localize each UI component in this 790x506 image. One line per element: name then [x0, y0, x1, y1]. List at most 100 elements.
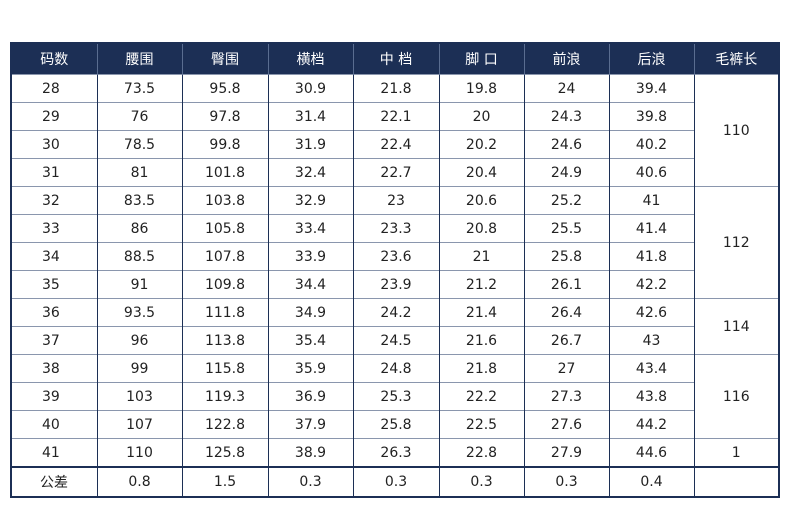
waist-cell: 93.5 — [96, 298, 182, 327]
hip-cell: 115.8 — [181, 354, 268, 383]
knee-cell: 22.7 — [352, 158, 439, 187]
hip-cell: 125.8 — [181, 438, 268, 467]
table-row: 29 76 97.8 31.4 22.1 20 24.3 39.8 — [11, 102, 779, 131]
table-header-row: 码数 腰围 臀围 横档 中 档 脚 口 前浪 后浪 毛裤长 — [11, 43, 779, 75]
size-cell: 35 — [11, 270, 97, 299]
length-cell: 110 — [693, 74, 779, 187]
front-rise-cell: 25.5 — [523, 214, 609, 243]
leg-opening-cell: 20.2 — [438, 130, 524, 159]
header-front-rise: 前浪 — [523, 43, 609, 75]
waist-cell: 91 — [96, 270, 182, 299]
size-table: 码数 腰围 臀围 横档 中 档 脚 口 前浪 后浪 毛裤长 28 73.5 95… — [10, 42, 780, 498]
thigh-cell: 31.4 — [267, 102, 353, 131]
back-rise-cell: 41.8 — [608, 242, 694, 271]
size-chart: 码数 腰围 臀围 横档 中 档 脚 口 前浪 后浪 毛裤长 28 73.5 95… — [10, 42, 780, 499]
tolerance-back-rise: 0.4 — [608, 466, 694, 497]
knee-cell: 23.9 — [352, 270, 439, 299]
table-row: 39 103 119.3 36.9 25.3 22.2 27.3 43.8 — [11, 382, 779, 411]
knee-cell: 25.3 — [352, 382, 439, 411]
hip-cell: 105.8 — [181, 214, 268, 243]
hip-cell: 99.8 — [181, 130, 268, 159]
header-back-rise: 后浪 — [608, 43, 694, 75]
hip-cell: 113.8 — [181, 326, 268, 355]
front-rise-cell: 24 — [523, 74, 609, 103]
table-row: 36 93.5 111.8 34.9 24.2 21.4 26.4 42.6 1… — [11, 298, 779, 355]
back-rise-cell: 39.8 — [608, 102, 694, 131]
knee-cell: 24.8 — [352, 354, 439, 383]
back-rise-cell: 43.4 — [608, 354, 694, 383]
thigh-cell: 38.9 — [267, 438, 353, 467]
thigh-cell: 36.9 — [267, 382, 353, 411]
size-cell: 31 — [11, 158, 97, 187]
tolerance-knee: 0.3 — [352, 466, 439, 497]
waist-cell: 83.5 — [96, 186, 182, 215]
tolerance-hip: 1.5 — [181, 466, 268, 497]
table-row: 30 78.5 99.8 31.9 22.4 20.2 24.6 40.2 — [11, 130, 779, 159]
thigh-cell: 32.9 — [267, 186, 353, 215]
leg-opening-cell: 21.8 — [438, 354, 524, 383]
tolerance-front-rise: 0.3 — [523, 466, 609, 497]
knee-cell: 22.1 — [352, 102, 439, 131]
waist-cell: 107 — [96, 410, 182, 439]
front-rise-cell: 27.3 — [523, 382, 609, 411]
hip-cell: 119.3 — [181, 382, 268, 411]
back-rise-cell: 40.6 — [608, 158, 694, 187]
size-cell: 40 — [11, 410, 97, 439]
hip-cell: 109.8 — [181, 270, 268, 299]
header-leg-opening: 脚 口 — [438, 43, 524, 75]
leg-opening-cell: 21 — [438, 242, 524, 271]
front-rise-cell: 27 — [523, 354, 609, 383]
leg-opening-cell: 22.8 — [438, 438, 524, 467]
thigh-cell: 34.9 — [267, 298, 353, 327]
header-length: 毛裤长 — [693, 43, 779, 75]
table-row: 38 99 115.8 35.9 24.8 21.8 27 43.4 116 — [11, 354, 779, 439]
waist-cell: 103 — [96, 382, 182, 411]
thigh-cell: 37.9 — [267, 410, 353, 439]
leg-opening-cell: 22.5 — [438, 410, 524, 439]
length-cell: 116 — [693, 354, 779, 439]
thigh-cell: 33.9 — [267, 242, 353, 271]
back-rise-cell: 41 — [608, 186, 694, 215]
knee-cell: 24.2 — [352, 298, 439, 327]
knee-cell: 26.3 — [352, 438, 439, 467]
knee-cell: 24.5 — [352, 326, 439, 355]
size-cell: 37 — [11, 326, 97, 355]
waist-cell: 81 — [96, 158, 182, 187]
header-thigh: 横档 — [267, 43, 353, 75]
tolerance-waist: 0.8 — [96, 466, 182, 497]
hip-cell: 107.8 — [181, 242, 268, 271]
back-rise-cell: 42.6 — [608, 298, 694, 327]
back-rise-cell: 43 — [608, 326, 694, 355]
header-knee: 中 档 — [352, 43, 439, 75]
front-rise-cell: 27.9 — [523, 438, 609, 467]
size-cell: 41 — [11, 438, 97, 467]
size-cell: 34 — [11, 242, 97, 271]
knee-cell: 25.8 — [352, 410, 439, 439]
back-rise-cell: 41.4 — [608, 214, 694, 243]
thigh-cell: 35.4 — [267, 326, 353, 355]
leg-opening-cell: 21.6 — [438, 326, 524, 355]
tolerance-leg-opening: 0.3 — [438, 466, 524, 497]
back-rise-cell: 39.4 — [608, 74, 694, 103]
knee-cell: 22.4 — [352, 130, 439, 159]
front-rise-cell: 25.2 — [523, 186, 609, 215]
front-rise-cell: 26.7 — [523, 326, 609, 355]
knee-cell: 23 — [352, 186, 439, 215]
table-row: 41 110 125.8 38.9 26.3 22.8 27.9 44.6 1 — [11, 438, 779, 467]
thigh-cell: 34.4 — [267, 270, 353, 299]
leg-opening-cell: 20 — [438, 102, 524, 131]
thigh-cell: 35.9 — [267, 354, 353, 383]
front-rise-cell: 24.6 — [523, 130, 609, 159]
front-rise-cell: 26.4 — [523, 298, 609, 327]
knee-cell: 23.3 — [352, 214, 439, 243]
table-row: 34 88.5 107.8 33.9 23.6 21 25.8 41.8 — [11, 242, 779, 271]
front-rise-cell: 24.9 — [523, 158, 609, 187]
back-rise-cell: 44.6 — [608, 438, 694, 467]
table-row: 35 91 109.8 34.4 23.9 21.2 26.1 42.2 — [11, 270, 779, 299]
tolerance-row: 公差 0.8 1.5 0.3 0.3 0.3 0.3 0.4 — [11, 466, 779, 497]
hip-cell: 95.8 — [181, 74, 268, 103]
front-rise-cell: 27.6 — [523, 410, 609, 439]
table-row: 31 81 101.8 32.4 22.7 20.4 24.9 40.6 — [11, 158, 779, 187]
front-rise-cell: 24.3 — [523, 102, 609, 131]
table-row: 33 86 105.8 33.4 23.3 20.8 25.5 41.4 — [11, 214, 779, 243]
